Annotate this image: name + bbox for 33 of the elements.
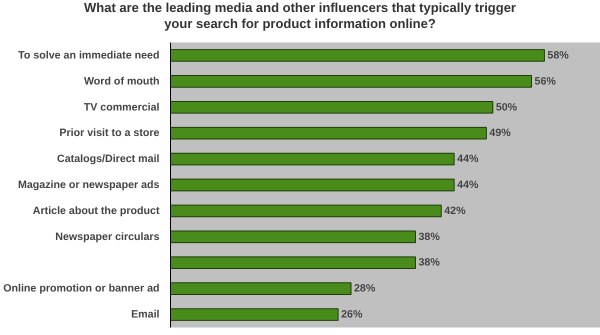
y-tick-label: Online promotion or banner ad xyxy=(3,282,160,295)
y-tick-label: TV commercial xyxy=(84,101,160,114)
bar xyxy=(170,204,442,218)
data-label: 38% xyxy=(418,230,440,243)
bar xyxy=(170,152,455,166)
data-label: 50% xyxy=(496,101,518,114)
bar xyxy=(170,49,545,62)
y-tick-label: Catalogs/Direct mail xyxy=(57,153,160,166)
y-tick-label: Word of mouth xyxy=(84,75,160,88)
y-tick-label: Magazine or newspaper ads xyxy=(18,179,160,191)
y-tick-label: Newspaper circulars xyxy=(55,230,160,243)
data-label: 49% xyxy=(489,127,512,140)
data-label: 38% xyxy=(418,256,440,269)
bar xyxy=(170,126,487,140)
y-tick-label: Prior visit to a store xyxy=(59,127,160,140)
chart-title: What are the leading media and other influencers that typically trigger your search for product information online? xyxy=(84,0,516,32)
y-tick-label: To solve an immediate need xyxy=(18,49,160,62)
data-label: 42% xyxy=(444,204,466,217)
data-label: 58% xyxy=(547,49,570,62)
data-label: 56% xyxy=(534,75,556,88)
bar xyxy=(170,100,494,114)
bar xyxy=(170,178,455,192)
data-label: 44% xyxy=(457,153,480,166)
bar xyxy=(170,308,339,321)
bar xyxy=(170,282,352,295)
bar xyxy=(170,256,416,270)
bar xyxy=(170,230,416,244)
bar xyxy=(170,75,532,88)
data-label: 26% xyxy=(341,308,363,321)
y-tick-label: Article about the product xyxy=(32,204,160,217)
y-tick-label: Email xyxy=(131,308,160,321)
data-label: 44% xyxy=(457,179,480,191)
data-label: 28% xyxy=(354,282,376,295)
